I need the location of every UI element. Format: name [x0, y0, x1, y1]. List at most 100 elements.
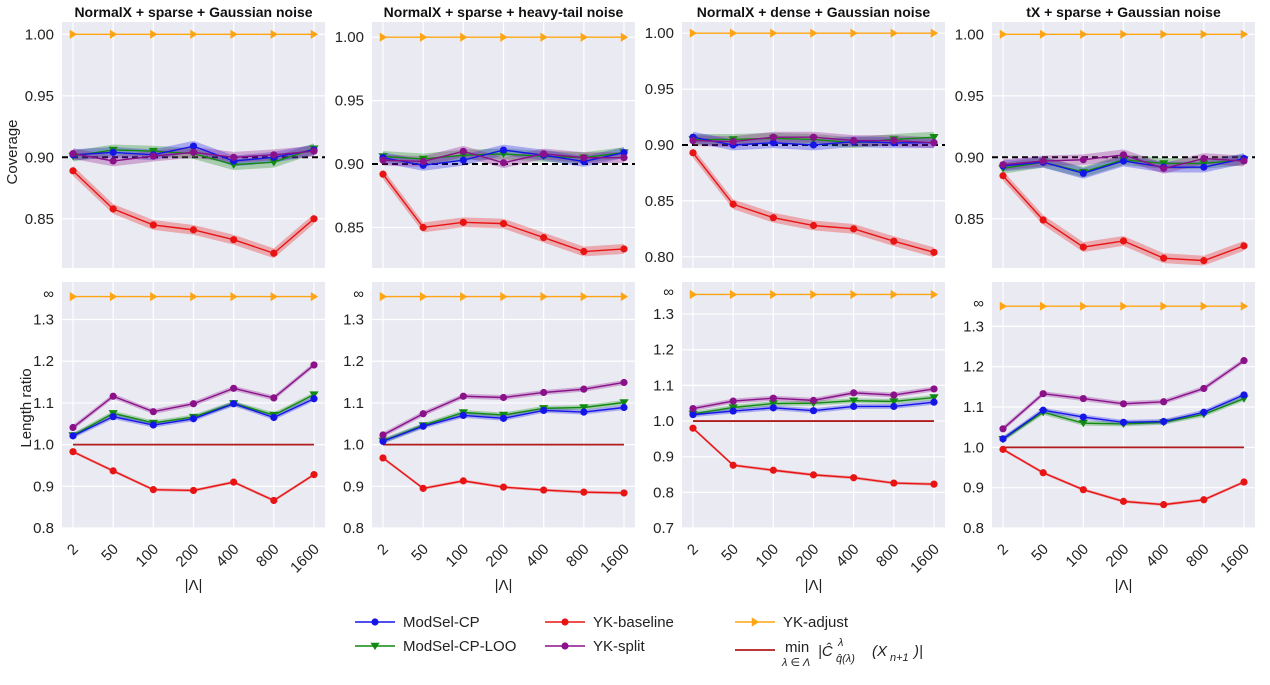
point-yk-split: [999, 425, 1007, 433]
x-tick-label: 1600: [287, 541, 323, 577]
x-tick-label: 50: [408, 541, 432, 565]
point-yk-adjust: [109, 291, 118, 302]
point-modsel-cp: [1039, 406, 1047, 414]
y-tick-label: 0.90: [645, 137, 674, 154]
panel-length_ratio-2: 1.3 1.2 1.1 1.0 0.9 0.8 ∞ 2 50 100 200 400 800 1600 |Λ…: [343, 282, 635, 594]
point-yk-baseline: [230, 236, 238, 244]
point-modsel-cp: [379, 437, 387, 445]
point-yk-baseline: [69, 448, 77, 456]
point-yk-baseline: [620, 245, 628, 253]
point-yk-baseline: [809, 221, 818, 230]
point-yk-adjust: [1080, 29, 1088, 39]
point-yk-baseline: [1240, 478, 1248, 486]
point-modsel-cp: [419, 422, 427, 430]
point-yk-split: [1160, 398, 1168, 406]
point-yk-baseline: [580, 247, 588, 256]
point-yk-adjust: [1240, 29, 1249, 39]
point-yk-baseline: [379, 454, 387, 462]
x-tick-label: 200: [483, 541, 513, 571]
x-axis-label: |Λ|: [495, 577, 513, 594]
point-modsel-cp: [1200, 163, 1208, 171]
series-modsel-cp: [69, 395, 318, 440]
point-yk-split: [499, 393, 508, 402]
point-modsel-cp-loo: [768, 400, 778, 408]
y-axis-label-coverage: Coverage: [4, 119, 21, 184]
point-modsel-cp: [620, 149, 628, 157]
point-yk-baseline: [850, 225, 858, 233]
point-yk-baseline: [149, 221, 157, 229]
x-tick-label: 800: [563, 541, 593, 571]
series-yk-adjust: [379, 32, 629, 42]
point-modsel-cp-loo: [269, 159, 279, 167]
y-tick-label: 0.8: [343, 520, 364, 537]
point-yk-split: [230, 384, 238, 392]
point-yk-split: [379, 156, 387, 164]
point-modsel-cp: [1119, 418, 1128, 426]
band-yk-baseline: [383, 169, 624, 257]
point-modsel-cp: [930, 398, 938, 406]
band-yk-baseline: [1003, 170, 1244, 266]
point-yk-adjust: [270, 291, 278, 302]
point-yk-split: [689, 136, 697, 145]
y-tick-label: 1.0: [343, 437, 364, 454]
point-yk-split: [930, 139, 938, 147]
point-yk-split: [1240, 357, 1248, 365]
y-tick-label: 0.95: [955, 88, 984, 105]
point-modsel-cp: [1079, 169, 1087, 177]
point-modsel-cp: [459, 156, 467, 164]
point-yk-adjust: [540, 32, 548, 42]
y-tick-label: 1.3: [343, 312, 364, 329]
point-yk-baseline: [999, 445, 1007, 453]
point-yk-split: [769, 394, 777, 402]
y-tick-label: 1.3: [963, 318, 984, 335]
point-yk-split: [459, 147, 467, 155]
panel-length_ratio-3: 1.3 1.2 1.1 1.0 0.9 0.8 0.7 ∞ 2 50 100 200 400 800 160…: [653, 282, 945, 594]
series-yk-split: [69, 361, 318, 432]
series-yk-adjust: [69, 291, 319, 302]
series-yk-split: [379, 378, 628, 439]
point-yk-adjust: [1120, 29, 1128, 39]
point-yk-baseline: [270, 496, 278, 505]
x-axis-label: |Λ|: [805, 577, 823, 594]
band-modsel-cp-loo: [383, 400, 624, 444]
panel-coverage-4: 1.00 0.95 0.90 0.85 tX + sparse + Gaussian n…: [955, 4, 1255, 268]
point-modsel-cp-loo: [849, 397, 859, 405]
point-modsel-cp: [230, 400, 238, 408]
point-yk-adjust: [620, 291, 629, 302]
point-yk-split: [729, 138, 737, 146]
y-tick-label: 0.7: [653, 520, 674, 537]
legend-swatch-marker: [561, 618, 569, 626]
point-yk-baseline: [1079, 486, 1087, 494]
point-yk-split: [230, 153, 238, 161]
point-yk-baseline: [499, 220, 508, 228]
legend-math-arg: (X: [872, 643, 888, 660]
point-yk-split: [69, 423, 77, 432]
point-yk-baseline: [1079, 243, 1087, 251]
point-modsel-cp: [809, 407, 818, 415]
point-yk-adjust: [540, 291, 548, 302]
series-yk-baseline: [999, 445, 1248, 509]
point-yk-split: [769, 133, 777, 141]
point-yk-adjust: [500, 32, 508, 42]
x-tick-label: 400: [523, 541, 553, 571]
series-yk-baseline: [69, 448, 318, 505]
band-yk-split: [383, 380, 624, 438]
y-tick-label: 1.0: [963, 439, 984, 456]
point-yk-baseline: [419, 484, 427, 492]
x-tick-label: 100: [442, 541, 472, 571]
y-tick-label: 0.95: [25, 88, 54, 105]
band-yk-baseline: [1003, 447, 1244, 507]
x-tick-label: 50: [1028, 541, 1052, 565]
legend-math-sub: λ ∈ Λ: [781, 657, 810, 669]
point-yk-split: [890, 391, 898, 399]
point-modsel-cp: [769, 139, 777, 147]
point-yk-adjust: [729, 28, 738, 38]
x-tick-label: 800: [1183, 541, 1213, 571]
point-yk-adjust: [810, 289, 818, 300]
y-tick-label: 1.1: [33, 395, 54, 412]
legend-label: ModSel-CP: [403, 614, 480, 631]
y-tick-label: 0.85: [335, 219, 364, 236]
series-yk-adjust: [999, 29, 1249, 39]
